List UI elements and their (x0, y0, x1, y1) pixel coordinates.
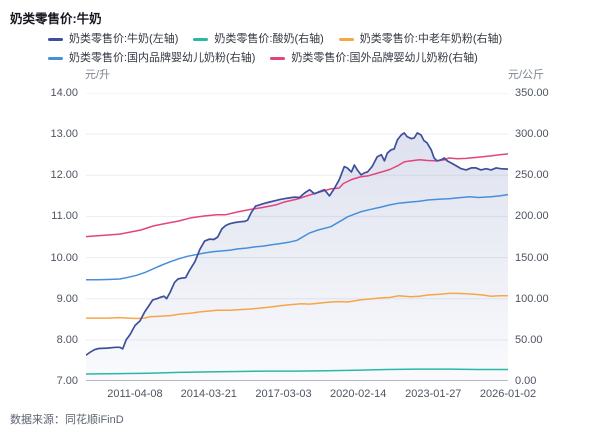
x-axis-tick-label: 2026-01-02 (479, 388, 537, 400)
legend-item-4[interactable]: 奶类零售价:国内品牌婴幼儿奶粉(右轴) (48, 50, 255, 67)
legend-line-marker (48, 38, 63, 41)
legend-label: 奶类零售价:国内品牌婴幼儿奶粉(右轴) (69, 52, 256, 64)
right-axis-tick-label: 100.00 (515, 292, 549, 305)
legend-item-1[interactable]: 奶类零售价:牛奶(左轴) (48, 31, 178, 48)
data-source: 数据来源：同花顺iFinD (10, 414, 124, 426)
x-axis-tick-label: 2020-02-14 (330, 388, 387, 400)
right-axis-tick-label: 250.00 (515, 169, 549, 182)
right-axis-unit-label: 元/公斤 (508, 69, 545, 81)
legend-label: 奶类零售价:牛奶(左轴) (69, 33, 179, 45)
left-axis-tick-label: 8.00 (56, 333, 78, 346)
legend-line-marker (338, 38, 354, 41)
left-axis-tick-label: 11.00 (51, 210, 78, 223)
left-axis-tick-label: 9.00 (56, 292, 78, 305)
right-axis-tick-label: 50.00 (515, 333, 543, 346)
x-axis-tick-label: 2017-03-03 (255, 388, 312, 400)
legend-label: 奶类零售价:中老年奶粉(右轴) (359, 33, 503, 45)
legend-line-marker (48, 57, 63, 60)
legend: 奶类零售价:牛奶(左轴) 奶类零售价:酸奶(右轴) 奶类零售价:中老年奶粉(右轴) 奶… (48, 31, 502, 67)
left-axis-tick-label: 14.00 (50, 87, 78, 99)
legend-line-marker (193, 38, 209, 41)
chart-title: 奶类零售价:牛奶 (10, 12, 102, 26)
legend-label: 奶类零售价:酸奶(右轴) (214, 33, 324, 45)
legend-line-marker (270, 57, 286, 60)
plot-area (86, 93, 508, 381)
legend-label: 奶类零售价:国外品牌婴幼儿奶粉(右轴) (291, 52, 478, 64)
left-axis-tick-label: 13.00 (50, 128, 78, 141)
left-axis-unit-label: 元/升 (85, 69, 111, 81)
left-axis-tick-label: 12.00 (50, 169, 78, 182)
x-axis-tick-label: 2011-04-08 (107, 388, 163, 400)
x-axis-tick-label: 2014-03-21 (180, 388, 237, 400)
right-axis-tick-label: 200.00 (515, 210, 549, 223)
legend-item-5[interactable]: 奶类零售价:国外品牌婴幼儿奶粉(右轴) (270, 50, 478, 67)
right-axis-tick-label: 0.00 (515, 375, 537, 387)
left-axis-tick-label: 7.00 (56, 375, 78, 387)
left-axis-tick-label: 10.00 (50, 251, 78, 264)
right-axis-tick-label: 300.00 (515, 128, 549, 141)
legend-item-2[interactable]: 奶类零售价:酸奶(右轴) (193, 31, 324, 48)
right-axis-tick-label: 350.00 (515, 87, 549, 99)
legend-item-3[interactable]: 奶类零售价:中老年奶粉(右轴) (338, 31, 503, 48)
right-axis-tick-label: 150.00 (515, 251, 549, 264)
x-axis-tick-label: 2023-01-27 (405, 388, 462, 400)
